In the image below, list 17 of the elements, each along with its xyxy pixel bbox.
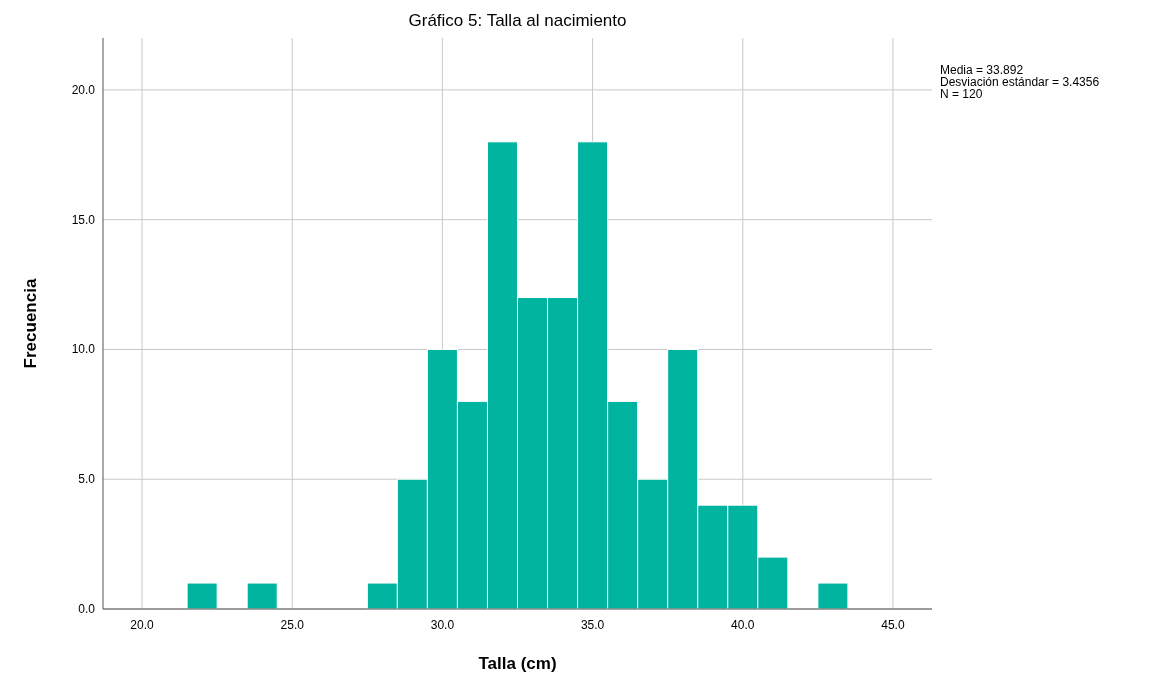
x-tick-label: 20.0 [130,618,155,632]
x-axis-title: Talla (cm) [478,654,557,673]
y-tick-label: 0.0 [78,602,96,616]
y-tick-label: 10.0 [71,342,96,357]
y-tick-label: 5.0 [78,472,96,487]
y-axis-title: Frecuencia [21,278,40,369]
x-tick-label: 40.0 [731,618,755,632]
y-tick-label: 15.0 [71,212,96,227]
x-tick-label: 45.0 [881,618,905,632]
x-tick-label: 35.0 [580,618,605,632]
y-tick-label: 20.0 [71,82,96,97]
x-tick-label: 25.0 [280,618,305,632]
x-tick-label: 30.0 [430,618,455,632]
text: Desviación estándar = 3.4356 [940,75,1100,89]
text: Media = 33.892 [940,63,1024,77]
text: N = 120 [940,87,983,101]
chart-title: Gráfico 5: Talla al nacimiento [408,11,627,30]
